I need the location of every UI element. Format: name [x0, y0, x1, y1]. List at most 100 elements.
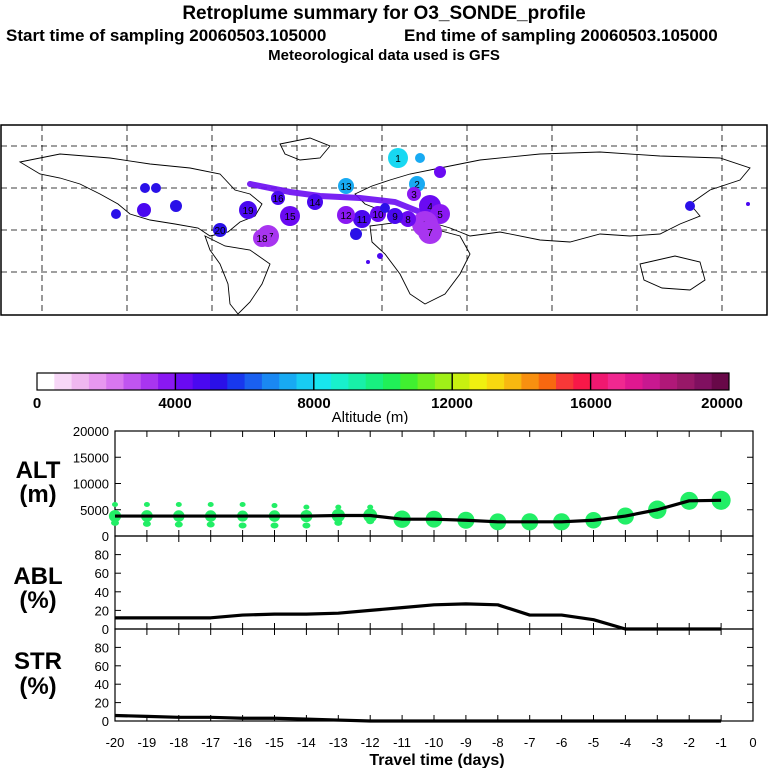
cbar-tick-16000: 16000 — [570, 395, 612, 412]
cbar-tick-8000: 8000 — [297, 395, 330, 412]
abl-ytick-label: 40 — [95, 585, 109, 600]
x-tick-label: -4 — [620, 735, 632, 750]
plume-centroid — [337, 206, 355, 224]
plume-centroid — [111, 209, 121, 219]
alt-upper-marker — [335, 504, 342, 510]
plume-centroid — [407, 187, 421, 201]
colorbar-swatch — [607, 373, 626, 390]
map-frame — [0, 124, 768, 316]
plume-centroid — [338, 178, 354, 194]
alt-ytick-label: 15000 — [73, 450, 109, 465]
abl-ytick-label: 0 — [102, 622, 109, 637]
alt-upper-marker — [207, 502, 214, 507]
alt-upper-marker — [399, 512, 406, 518]
colorbar-swatch — [383, 373, 401, 390]
x-tick-label: 0 — [749, 735, 756, 750]
alt-lower-marker — [174, 521, 183, 528]
eurasia-outline — [354, 151, 751, 243]
colorbar-swatch — [71, 373, 90, 390]
colorbar-swatch — [331, 373, 349, 390]
colorbar-swatch — [677, 373, 695, 390]
colorbar-swatch — [140, 373, 159, 390]
x-axis-title: Travel time (days) — [369, 752, 504, 768]
x-tick-label: -19 — [138, 735, 157, 750]
alt-upper-marker — [367, 504, 374, 510]
cbar-tick-4000: 4000 — [158, 395, 191, 412]
colorbar-swatch — [296, 373, 315, 390]
plume-centroid — [307, 194, 323, 210]
x-tick-label: -2 — [683, 735, 695, 750]
plume-centroid-label: 14 — [309, 198, 321, 209]
colorbar-swatch — [711, 373, 730, 390]
alt-lower-marker — [302, 522, 311, 529]
australia-outline — [639, 255, 706, 291]
colorbar-swatch — [556, 373, 574, 390]
alt-upper-marker — [590, 513, 597, 519]
colorbar-swatch — [261, 373, 280, 390]
cbar-tick-20000: 20000 — [701, 395, 743, 412]
plume-centroid-label: 5 — [437, 210, 443, 221]
colorbar-swatch — [279, 373, 297, 390]
altitude-colorbar: 0 4000 8000 12000 16000 20000 Altitude (… — [33, 372, 743, 424]
alt-unit: (m) — [19, 481, 56, 508]
plume-centroid-label: 12 — [340, 211, 352, 222]
alt-panel: 20000 15000 10000 5000 0 — [73, 424, 754, 544]
x-tick-label: -8 — [492, 735, 504, 750]
panel-frames — [114, 430, 754, 722]
str-ytick-label: 40 — [95, 677, 109, 692]
colorbar-swatch — [244, 373, 263, 390]
colorbar-swatch — [123, 373, 142, 390]
alt-lower-marker — [142, 520, 151, 527]
plume-centroid — [415, 153, 425, 163]
plume-centroid — [353, 210, 371, 228]
colorbar-swatch — [106, 373, 124, 390]
plume-centroid-label: 20 — [214, 226, 226, 237]
colorbar-swatch — [486, 373, 505, 390]
abl-unit: (%) — [19, 587, 56, 614]
alt-ytick-label: 5000 — [80, 503, 109, 518]
abl-ytick-label: 20 — [95, 603, 109, 618]
chart-title: Retroplume summary for O3_SONDE_profile — [182, 3, 586, 24]
colorbar-swatch — [452, 373, 470, 390]
x-tick-label: -10 — [425, 735, 444, 750]
colorbar-swatch — [434, 373, 453, 390]
colorbar-swatch — [573, 373, 592, 390]
plume-centroid — [271, 191, 285, 205]
colorbar-swatch — [659, 373, 678, 390]
str-series-line — [114, 713, 722, 723]
x-tick-label: -6 — [556, 735, 568, 750]
x-tick-label: -5 — [588, 735, 600, 750]
x-tick-label: -11 — [393, 735, 411, 750]
colorbar-swatch — [521, 373, 540, 390]
colorbar-swatch — [175, 373, 194, 390]
colorbar-swatch — [400, 373, 419, 390]
alt-upper-marker — [239, 502, 246, 507]
plume-centroid — [400, 211, 416, 227]
alt-ytick-label: 10000 — [73, 477, 109, 492]
plume-centroid — [140, 183, 150, 193]
abl-ytick-label: 60 — [95, 566, 109, 581]
colorbar-swatch — [227, 373, 246, 390]
plume-centroid-label: 7 — [427, 228, 433, 239]
plume-centroid — [239, 201, 257, 219]
x-tick-label: -20 — [106, 735, 125, 750]
alt-series-line — [115, 498, 722, 524]
colorbar-swatch — [590, 373, 609, 390]
abl-label: ABL — [13, 563, 62, 590]
time-series-panels: ALT (m) ABL (%) STR (%) 2000015000100005… — [13, 424, 756, 768]
str-ytick-label: 20 — [95, 696, 109, 711]
plume-centroid — [418, 220, 442, 244]
abl-panel-frame — [114, 535, 754, 630]
greenland-outline — [279, 137, 331, 161]
alt-upper-marker — [271, 503, 278, 509]
x-tick-label: -1 — [715, 735, 727, 750]
colorbar-swatch — [158, 373, 176, 390]
abl-ytick-label: 80 — [95, 548, 109, 563]
colorbar-swatch — [642, 373, 661, 390]
alt-upper-marker — [462, 513, 469, 519]
plume-centroid-label: 9 — [392, 212, 398, 223]
plume-centroid — [387, 208, 403, 224]
colorbar-swatch — [210, 373, 228, 390]
plume-centroid — [151, 183, 161, 193]
str-ytick-label: 60 — [95, 659, 109, 674]
